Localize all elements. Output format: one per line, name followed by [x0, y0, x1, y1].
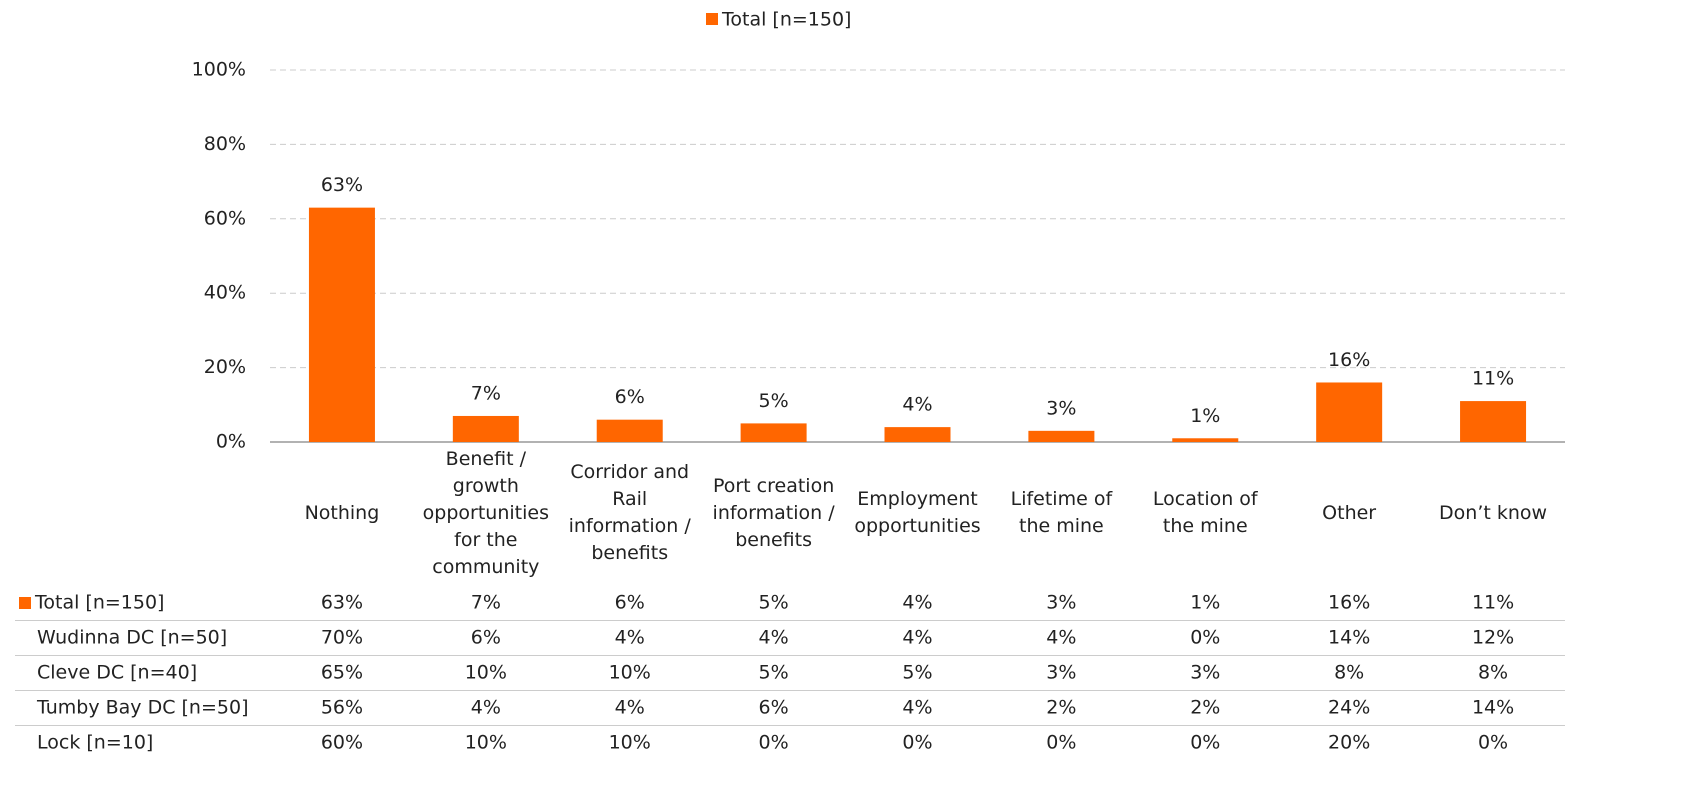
table-cell: 4%: [615, 697, 645, 719]
x-tick-label: Don’t know: [1439, 501, 1548, 524]
table-cell: 56%: [321, 697, 363, 719]
table-cell: 4%: [471, 697, 501, 719]
table-cell: 4%: [902, 627, 932, 649]
table-cell: 10%: [609, 732, 651, 754]
x-tick-label: Location of the mine: [1152, 488, 1258, 537]
legend-swatch: [706, 13, 718, 25]
table-cell: 60%: [321, 732, 363, 754]
bar: [740, 423, 807, 442]
data-label: 4%: [902, 394, 932, 416]
table-cell: 16%: [1328, 592, 1370, 614]
x-tick-label: Nothing: [304, 501, 380, 524]
data-label: 63%: [321, 174, 363, 196]
bar: [1316, 382, 1383, 442]
row-label: Total [n=150]: [34, 592, 164, 614]
table-cell: 5%: [759, 592, 789, 614]
y-tick-label: 80%: [204, 133, 246, 155]
table-cell: 0%: [1190, 732, 1220, 754]
bar: [452, 415, 519, 442]
table-cell: 12%: [1472, 627, 1514, 649]
table-cell: 14%: [1328, 627, 1370, 649]
table-cell: 65%: [321, 662, 363, 684]
table-cell: 24%: [1328, 697, 1370, 719]
table-cell: 3%: [1046, 662, 1076, 684]
table-cell: 4%: [902, 697, 932, 719]
table-cell: 6%: [759, 697, 789, 719]
x-tick-label: Lifetime of the mine: [1010, 488, 1113, 537]
legend-swatch: [19, 597, 31, 609]
table-cell: 7%: [471, 592, 501, 614]
x-tick-label: Other: [1322, 501, 1377, 524]
table-cell: 70%: [321, 627, 363, 649]
table-cell: 3%: [1190, 662, 1220, 684]
data-label: 7%: [471, 382, 501, 404]
table-cell: 6%: [471, 627, 501, 649]
bar: [1460, 401, 1527, 442]
table-cell: 5%: [902, 662, 932, 684]
data-label: 6%: [615, 386, 645, 408]
data-label: 1%: [1190, 405, 1220, 427]
bar: [596, 419, 663, 442]
legend-label: Total [n=150]: [721, 9, 851, 31]
table-cell: 8%: [1334, 662, 1364, 684]
bar: [1028, 430, 1095, 442]
y-tick-label: 0%: [216, 431, 246, 453]
table-cell: 10%: [609, 662, 651, 684]
table-cell: 6%: [615, 592, 645, 614]
data-label: 5%: [759, 390, 789, 412]
data-label: 16%: [1328, 349, 1370, 371]
table-cell: 2%: [1190, 697, 1220, 719]
table-cell: 14%: [1472, 697, 1514, 719]
table-cell: 0%: [759, 732, 789, 754]
table-cell: 4%: [902, 592, 932, 614]
table-cell: 4%: [615, 627, 645, 649]
x-tick-label: Port creation information / benefits: [712, 474, 835, 551]
x-tick-label: Corridor and Rail information / benefits: [568, 461, 691, 564]
table-cell: 3%: [1046, 592, 1076, 614]
row-label: Wudinna DC [n=50]: [37, 627, 227, 649]
table-cell: 2%: [1046, 697, 1076, 719]
table-cell: 0%: [902, 732, 932, 754]
table-cell: 20%: [1328, 732, 1370, 754]
row-label: Lock [n=10]: [37, 732, 153, 754]
row-label: Tumby Bay DC [n=50]: [36, 697, 248, 719]
bar: [884, 427, 951, 442]
y-tick-label: 20%: [204, 356, 246, 378]
table-cell: 11%: [1472, 592, 1514, 614]
table-cell: 5%: [759, 662, 789, 684]
row-label: Cleve DC [n=40]: [37, 662, 197, 684]
data-label: 3%: [1046, 397, 1076, 419]
table-cell: 0%: [1046, 732, 1076, 754]
y-tick-label: 40%: [204, 282, 246, 304]
table-cell: 63%: [321, 592, 363, 614]
bar: [1172, 438, 1239, 442]
table-cell: 10%: [465, 732, 507, 754]
y-tick-label: 100%: [192, 59, 246, 81]
table-cell: 4%: [759, 627, 789, 649]
table-cell: 8%: [1478, 662, 1508, 684]
table-cell: 4%: [1046, 627, 1076, 649]
table-cell: 10%: [465, 662, 507, 684]
data-label: 11%: [1472, 368, 1514, 390]
table-cell: 0%: [1190, 627, 1220, 649]
table-cell: 0%: [1478, 732, 1508, 754]
x-tick-label: Employment opportunities: [854, 488, 981, 537]
bar: [308, 207, 375, 442]
y-tick-label: 60%: [204, 207, 246, 229]
x-tick-label: Benefit / growth opportunities for the c…: [422, 447, 549, 578]
table-cell: 1%: [1190, 592, 1220, 614]
